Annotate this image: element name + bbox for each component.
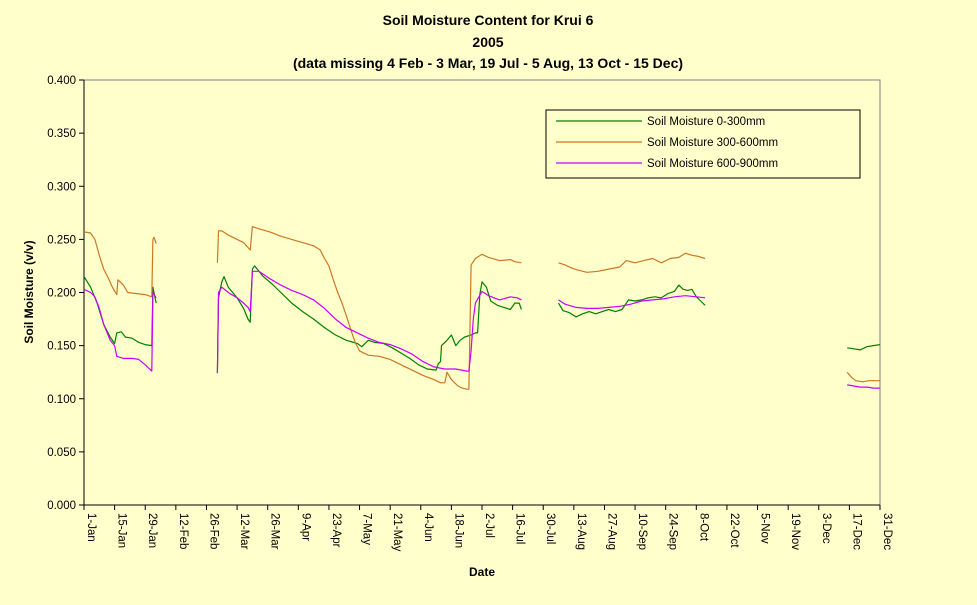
x-tick-label: 29-Jan — [146, 513, 158, 548]
x-tick-label: 7-May — [361, 513, 373, 545]
x-tick-label: 9-Apr — [299, 513, 311, 541]
legend: Soil Moisture 0-300mm Soil Moisture 300-… — [545, 109, 861, 179]
x-tick-label: 12-Feb — [177, 513, 189, 549]
x-tick-label: 16-Jul — [514, 513, 526, 544]
x-tick-label: 21-May — [391, 513, 403, 552]
x-tick-label: 27-Aug — [605, 513, 617, 550]
y-tick-label: 0.100 — [47, 394, 76, 406]
x-tick-label: 26-Mar — [269, 513, 281, 550]
x-tick-label: 3-Dec — [820, 513, 832, 544]
x-tick-label: 15-Jan — [116, 513, 128, 548]
x-tick-label: 31-Dec — [881, 513, 893, 550]
chart-title: Soil Moisture Content for Krui 6 — [383, 12, 594, 28]
series-line-2 — [83, 288, 157, 372]
x-tick-label: 2-Jul — [483, 513, 495, 538]
x-tick-label: 8-Oct — [697, 513, 709, 542]
y-tick-label: 0.350 — [47, 128, 76, 140]
series-line-2 — [558, 295, 706, 309]
legend-label-2: Soil Moisture 600-900mm — [647, 158, 778, 170]
x-tick-label: 5-Nov — [759, 513, 771, 544]
series-lines — [83, 226, 881, 390]
series-line-0 — [847, 344, 881, 351]
y-tick-label: 0.300 — [47, 181, 76, 193]
series-line-1 — [83, 231, 157, 298]
x-tick-label: 17-Dec — [850, 513, 862, 550]
x-tick-label: 19-Nov — [789, 513, 801, 550]
series-line-0 — [557, 284, 706, 318]
series-line-2 — [216, 270, 522, 374]
x-tick-label: 26-Feb — [207, 513, 219, 549]
y-axis: 0.000 0.050 0.100 0.150 0.200 0.250 0.300 0.350… — [47, 75, 85, 512]
x-tick-label: 13-Aug — [575, 513, 587, 550]
x-axis: 1-Jan 15-Jan 29-Jan 12-Feb 26-Feb 12-Mar 26-Ma… — [83, 504, 893, 552]
legend-label-0: Soil Moisture 0-300mm — [647, 116, 765, 128]
y-tick-label: 0.200 — [47, 288, 76, 300]
series-line-1 — [846, 371, 880, 383]
chart-subtitle-note: (data missing 4 Feb - 3 Mar, 19 Jul - 5 … — [293, 55, 683, 71]
x-tick-label: 22-Oct — [728, 513, 740, 548]
series-line-1 — [558, 252, 706, 273]
y-axis-label: Soil Moisture (v/v) — [22, 240, 36, 343]
x-tick-label: 1-Jan — [85, 513, 97, 542]
x-tick-label: 4-Jun — [422, 513, 434, 542]
x-tick-label: 30-Jul — [544, 513, 556, 544]
x-tick-label: 23-Apr — [330, 513, 342, 548]
x-axis-label: Date — [469, 565, 495, 579]
y-tick-label: 0.150 — [47, 341, 76, 353]
y-tick-label: 0.000 — [47, 500, 76, 512]
x-tick-label: 18-Jun — [452, 513, 464, 548]
y-tick-label: 0.050 — [47, 447, 76, 459]
x-tick-label: 10-Sep — [636, 513, 648, 550]
legend-label-1: Soil Moisture 300-600mm — [647, 137, 778, 149]
chart-subtitle: 2005 — [472, 34, 503, 50]
y-tick-label: 0.250 — [47, 234, 76, 246]
x-tick-label: 12-Mar — [238, 513, 250, 550]
series-line-2 — [847, 384, 880, 389]
series-line-1 — [216, 226, 522, 390]
y-tick-label: 0.400 — [47, 75, 76, 87]
x-tick-label: 24-Sep — [667, 513, 679, 550]
